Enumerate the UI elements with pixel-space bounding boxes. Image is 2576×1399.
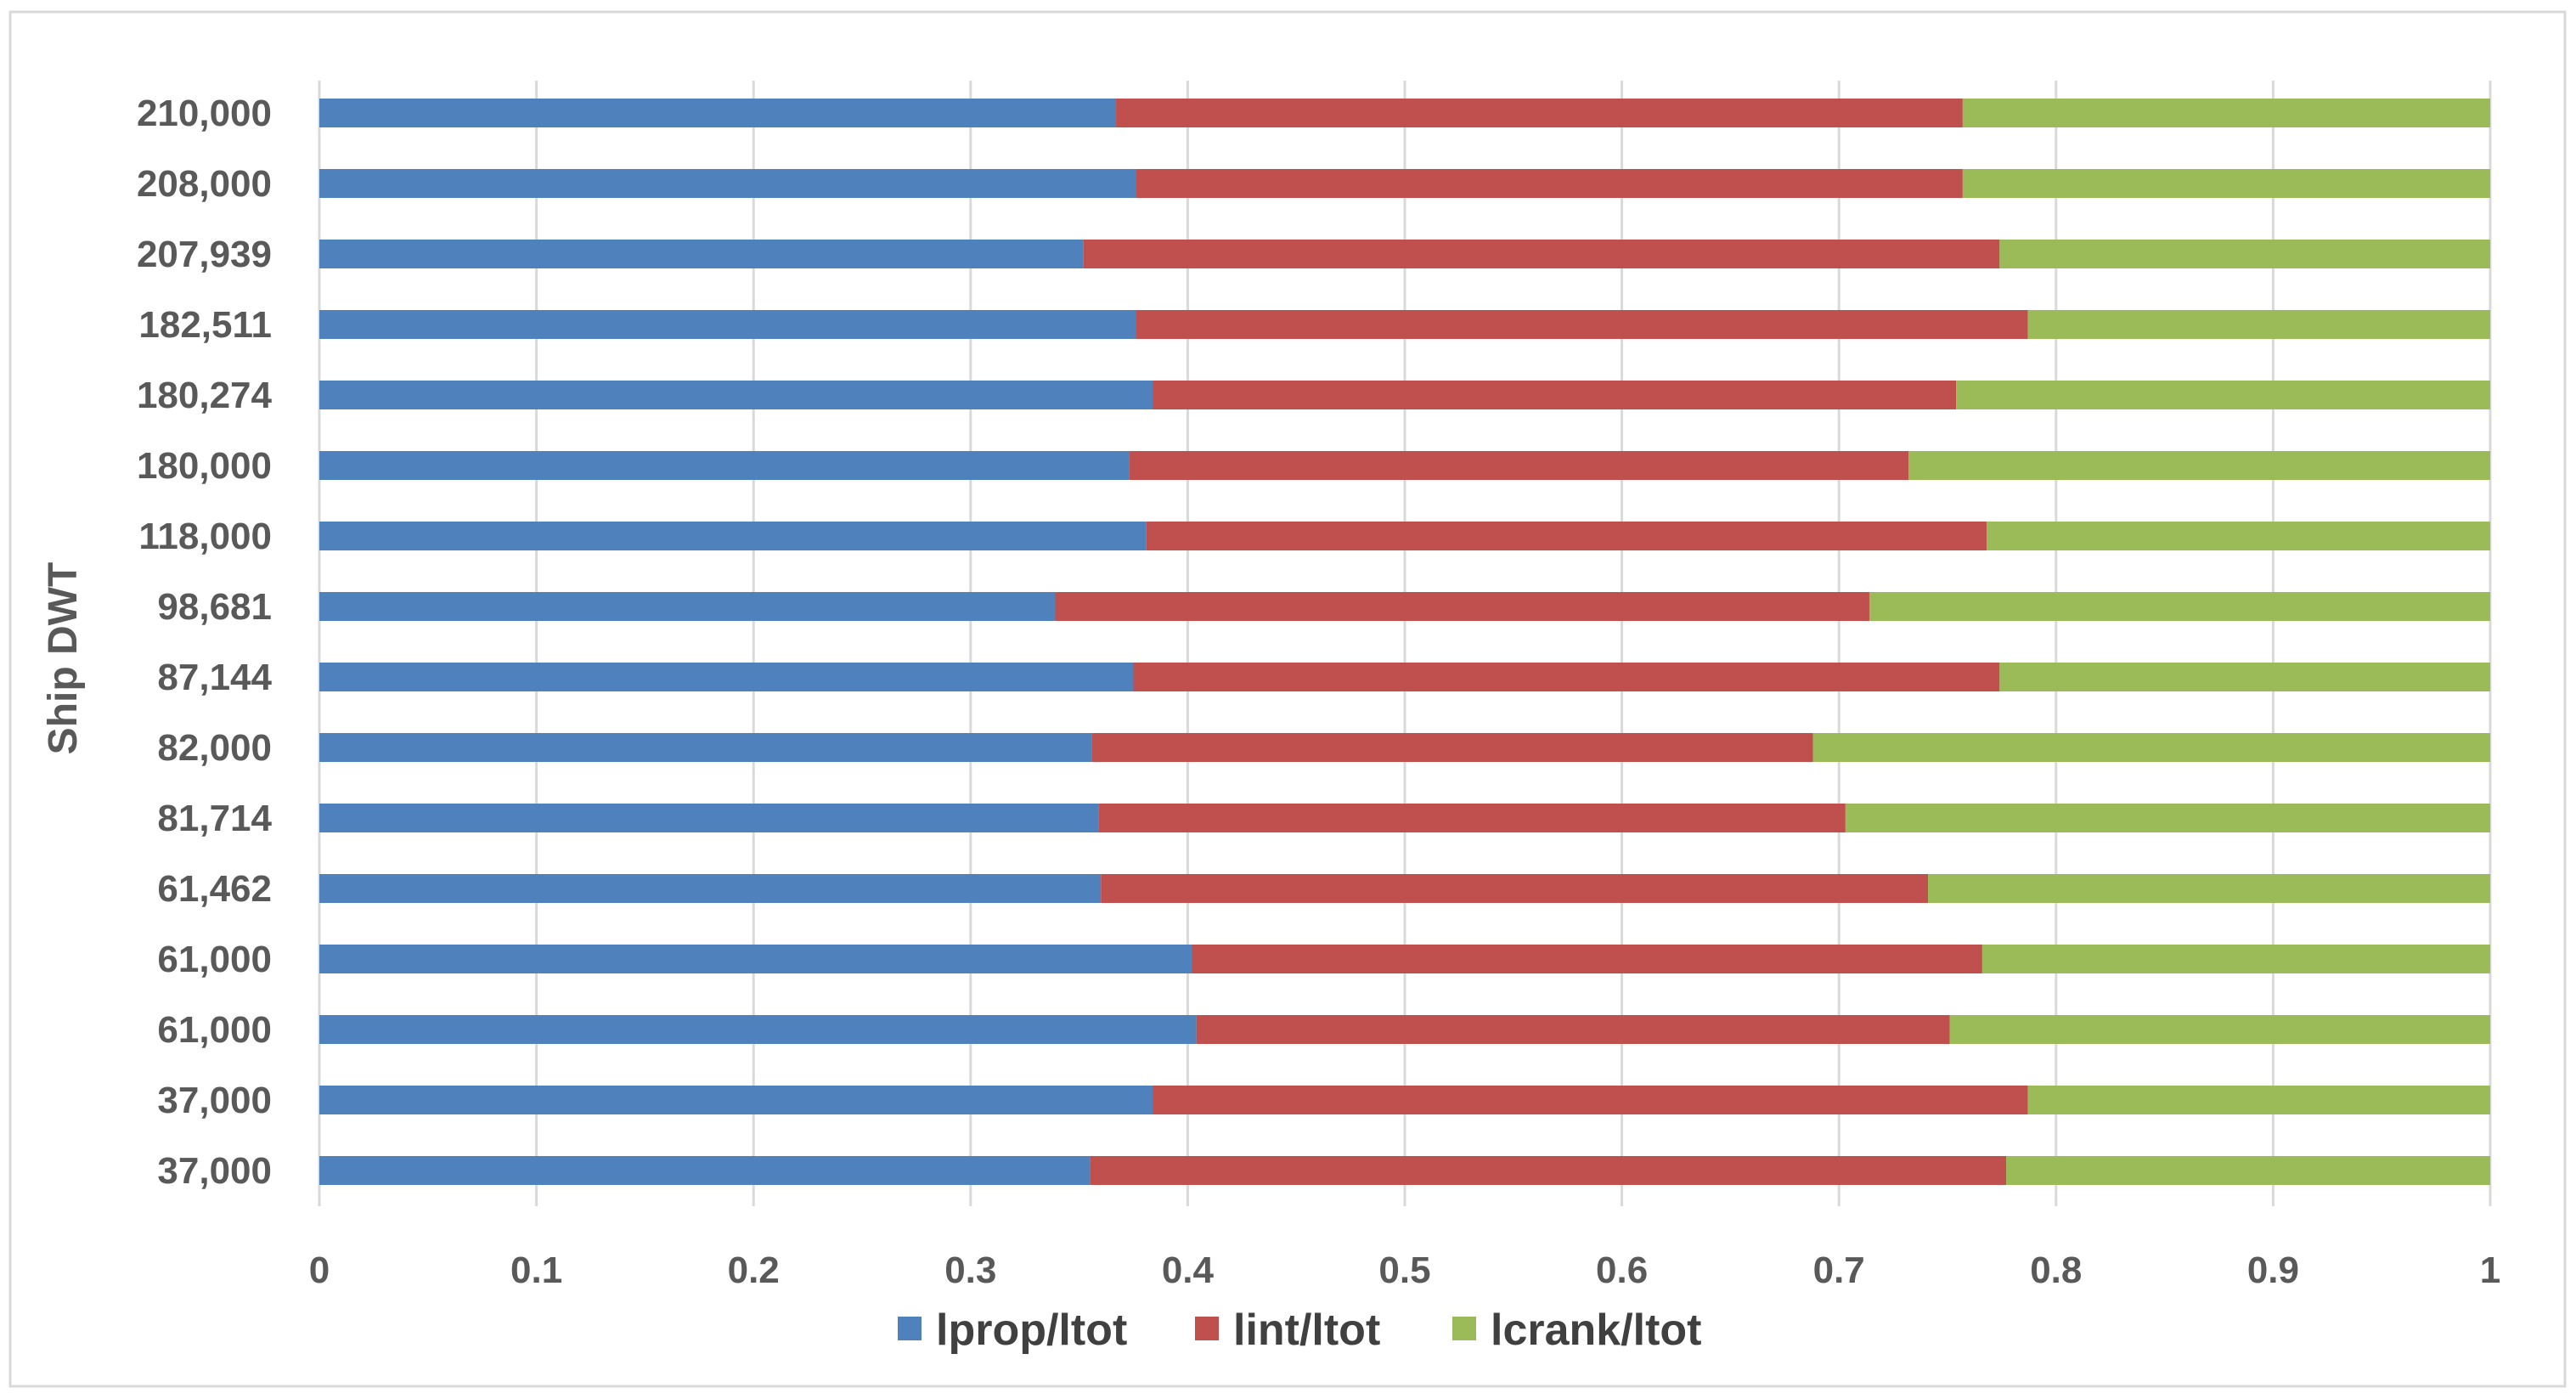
y-axis-title: Ship DWT [41, 562, 86, 755]
bar-segment [1981, 945, 2490, 973]
bar-segment [319, 804, 1099, 832]
bar-segment [319, 945, 1192, 973]
bar-segment [1055, 592, 1869, 621]
bar-segment [2006, 1156, 2490, 1185]
y-tick-label: 98,681 [157, 586, 272, 628]
x-tick-label: 0.8 [2030, 1250, 2082, 1291]
y-tick-label: 61,000 [157, 1009, 272, 1051]
bar-segment [1091, 733, 1813, 762]
bar-segment [1136, 169, 1963, 198]
bar-segment [1949, 1015, 2490, 1044]
bar-segment [1133, 663, 2000, 691]
bar-segment [1962, 169, 2490, 198]
y-tick-label: 207,939 [137, 234, 272, 275]
bar-segment [319, 240, 1084, 268]
x-tick-labels: 0 0.1 0.2 0.3 0.4 0.5 0.6 0.7 0.8 0.9 1 [309, 1250, 2500, 1291]
x-tick-label: 0.2 [728, 1250, 780, 1291]
bar-segment [1908, 451, 2490, 480]
bar-segment [319, 1015, 1197, 1044]
y-tick-label: 82,000 [157, 727, 272, 769]
bar-segment [1098, 804, 1846, 832]
legend-label: lprop/ltot [936, 1306, 1127, 1355]
bar-segment [1987, 522, 2490, 550]
bar-segment [319, 169, 1136, 198]
bar-segment [319, 381, 1153, 409]
x-tick-label: 0.6 [1596, 1250, 1648, 1291]
x-tick-label: 0.1 [510, 1250, 562, 1291]
bar-segment [2027, 1086, 2490, 1114]
bar-segment [1999, 663, 2490, 691]
bar-segment [1146, 522, 1987, 550]
bar-segment [1153, 1086, 2028, 1114]
legend-swatch [898, 1317, 922, 1340]
x-tick-label: 0.5 [1378, 1250, 1430, 1291]
y-tick-label: 180,000 [137, 445, 272, 487]
bar-segment [319, 451, 1130, 480]
y-tick-label: 208,000 [137, 163, 272, 205]
x-tick-label: 0.7 [1813, 1250, 1865, 1291]
bar-segment [1812, 733, 2490, 762]
x-tick-label: 0.9 [2247, 1250, 2299, 1291]
y-tick-label: 87,144 [157, 657, 272, 698]
bar-segment [319, 99, 1117, 127]
y-tick-label: 61,462 [157, 868, 272, 910]
bar-segment [1101, 874, 1928, 903]
bar-segment [1999, 240, 2490, 268]
y-tick-label: 180,274 [137, 375, 273, 416]
bar-segment [1956, 381, 2490, 409]
legend-swatch [1452, 1317, 1476, 1340]
bar-segment [1869, 592, 2490, 621]
bar-segment [319, 522, 1147, 550]
y-tick-label: 37,000 [157, 1080, 272, 1121]
bar-segment [319, 310, 1136, 339]
bar-segment [1129, 451, 1908, 480]
x-tick-label: 0 [309, 1250, 330, 1291]
bar-segment [1116, 99, 1963, 127]
bar-segment [1136, 310, 2028, 339]
bars [319, 99, 2490, 1185]
bar-segment [319, 663, 1134, 691]
bar-segment [319, 1086, 1153, 1114]
bar-segment [319, 1156, 1091, 1185]
bar-segment [1090, 1156, 2007, 1185]
y-tick-label: 81,714 [157, 798, 272, 839]
y-tick-label: 182,511 [138, 304, 272, 346]
legend-label: lcrank/ltot [1491, 1306, 1702, 1355]
bar-segment [1192, 945, 1982, 973]
legend: lprop/ltot lint/ltot lcrank/ltot [898, 1306, 1702, 1355]
bar-segment [1927, 874, 2490, 903]
y-tick-label: 37,000 [157, 1150, 272, 1192]
y-tick-labels: 37,000 37,000 61,000 61,000 61,462 81,714 82,0… [137, 93, 273, 1192]
bar-segment [319, 733, 1092, 762]
legend-label: lint/ltot [1233, 1306, 1380, 1355]
bar-segment [319, 874, 1102, 903]
bar-segment [1153, 381, 1957, 409]
x-tick-label: 0.3 [944, 1250, 996, 1291]
legend-swatch [1195, 1317, 1219, 1340]
x-tick-label: 0.4 [1162, 1250, 1215, 1291]
bar-segment [1083, 240, 2000, 268]
x-tick-label: 1 [2480, 1250, 2500, 1291]
y-tick-label: 210,000 [137, 93, 272, 134]
bar-segment [319, 592, 1056, 621]
y-tick-label: 118,000 [138, 516, 272, 557]
bar-segment [1962, 99, 2490, 127]
y-tick-label: 61,000 [157, 939, 272, 980]
bar-segment [1196, 1015, 1950, 1044]
bar-segment [2027, 310, 2490, 339]
bar-segment [1845, 804, 2490, 832]
